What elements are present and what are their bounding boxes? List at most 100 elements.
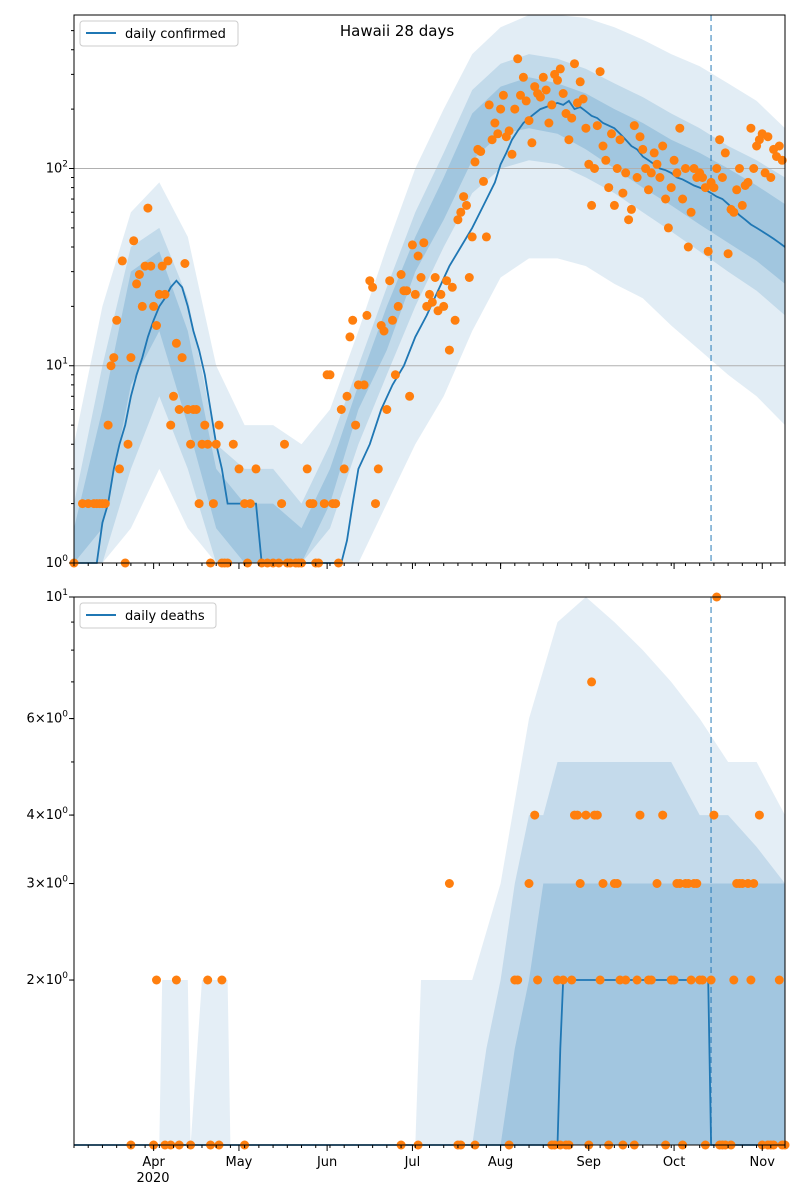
legend-box — [79, 602, 217, 629]
observation-point — [425, 289, 434, 299]
observation-point — [592, 121, 602, 131]
x-tick-label: Apr — [142, 1155, 165, 1170]
observation-point — [547, 100, 557, 110]
observation-point — [368, 282, 378, 292]
observation-point — [191, 405, 201, 414]
observation-point — [663, 223, 673, 233]
observation-point — [214, 420, 224, 430]
x-axis-year-label: 2020 — [136, 1171, 169, 1186]
confirmed-gridlines — [74, 167, 785, 367]
observation-point — [143, 203, 153, 213]
y-tick-label: 101 — [46, 357, 68, 374]
observation-point — [774, 141, 784, 151]
observation-point — [558, 89, 568, 98]
observation-point — [669, 155, 679, 165]
x-tick-label: Nov — [750, 1155, 776, 1170]
observation-point — [715, 135, 725, 145]
observation-point — [686, 207, 696, 217]
observation-point — [652, 159, 662, 169]
y-tick-label: 100 — [46, 554, 69, 571]
observation-point — [749, 164, 759, 173]
observation-point — [416, 273, 426, 282]
observation-point — [507, 149, 517, 159]
observation-point — [171, 975, 181, 985]
observation-point — [439, 301, 449, 311]
chart-title: Hawaii 28 days — [340, 22, 454, 40]
uncertainty-band-1 — [74, 15, 785, 563]
confirmed-legend: daily confirmed — [79, 20, 239, 47]
y-tick-label: 6×100 — [27, 710, 69, 727]
observation-point — [615, 135, 625, 145]
observation-point — [524, 116, 534, 126]
observation-point — [533, 975, 543, 985]
observation-point — [234, 464, 244, 474]
observation-point — [325, 370, 335, 380]
observation-point — [658, 810, 668, 820]
observation-point — [427, 297, 437, 307]
uncertainty-band-2 — [74, 762, 785, 1145]
observation-point — [419, 238, 429, 248]
observation-point — [521, 96, 531, 106]
observation-point — [388, 315, 397, 325]
observation-point — [737, 200, 747, 210]
observation-point — [109, 353, 119, 363]
observation-point — [203, 439, 213, 449]
observation-point — [618, 188, 628, 198]
observation-point — [513, 54, 523, 64]
observation-point — [595, 67, 605, 77]
observation-point — [698, 173, 707, 182]
uncertainty-band-3 — [74, 883, 785, 1145]
observation-point — [681, 164, 690, 173]
observation-point — [490, 118, 500, 128]
observation-point — [342, 391, 352, 401]
observation-point — [629, 121, 639, 131]
y-tick-label: 2×100 — [27, 971, 69, 988]
deaths-x-ticks: Apr May Jun Jul Aug Sep Oct Nov — [73, 1145, 786, 1170]
observation-point — [152, 975, 161, 985]
observation-point — [661, 194, 671, 204]
uncertainty-band-1 — [74, 597, 785, 1145]
observation-point — [476, 147, 486, 156]
observation-point — [567, 113, 577, 123]
observation-point — [163, 256, 173, 266]
observation-point — [100, 499, 110, 509]
observation-point — [638, 144, 648, 154]
x-tick-label: Jul — [404, 1155, 421, 1170]
observation-point — [447, 282, 457, 292]
observation-point — [601, 155, 611, 165]
observation-point — [211, 439, 221, 449]
observation-point — [572, 810, 582, 820]
observation-point — [612, 164, 622, 173]
observation-point — [703, 246, 713, 256]
observation-point — [453, 215, 463, 225]
series-line — [74, 99, 786, 564]
observation-point — [112, 315, 122, 325]
legend-box — [79, 20, 239, 47]
observation-point — [348, 315, 358, 325]
deaths-uncertainty-bands — [74, 597, 785, 1145]
observation-point — [717, 173, 727, 182]
observation-point — [302, 464, 312, 474]
observation-point — [402, 286, 412, 296]
observation-point — [720, 148, 730, 158]
observation-point — [180, 259, 190, 268]
observation-point — [126, 353, 136, 363]
observation-point — [390, 370, 400, 380]
observation-point — [700, 183, 710, 193]
observation-point — [106, 361, 116, 371]
observation-point — [575, 879, 585, 888]
observation-point — [496, 104, 506, 114]
observation-point — [652, 879, 662, 888]
observation-point — [319, 499, 329, 509]
observation-point — [535, 92, 545, 102]
observation-point — [578, 94, 588, 104]
observation-point — [766, 173, 776, 182]
observation-point — [675, 123, 685, 133]
observation-point — [436, 289, 446, 299]
observation-point — [371, 499, 380, 509]
observation-point — [379, 326, 389, 336]
observation-point — [157, 261, 167, 271]
x-tick-label: May — [226, 1155, 253, 1170]
observation-point — [635, 132, 645, 142]
observation-point — [564, 135, 574, 145]
